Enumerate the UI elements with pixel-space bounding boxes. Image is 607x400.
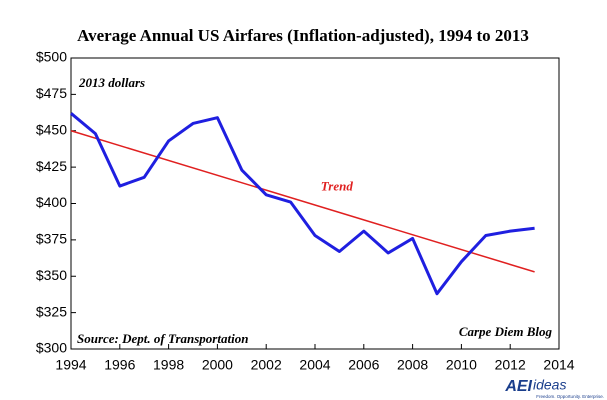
- y-tick-label: $300: [36, 340, 67, 356]
- logo-name: ideas: [533, 377, 566, 393]
- x-tick-label: 1996: [104, 357, 135, 373]
- logo-mark: AEI: [504, 378, 532, 395]
- x-tick-label: 1994: [55, 357, 86, 373]
- logo-tagline: Freedom. Opportunity. Enterprise.: [536, 394, 604, 399]
- x-tick-label: 2012: [495, 357, 526, 373]
- y-tick-label: $450: [36, 121, 67, 137]
- y-tick-label: $425: [36, 158, 67, 174]
- x-tick-label: 2002: [251, 357, 282, 373]
- y-tick-label: $325: [36, 303, 67, 319]
- y-tick-label: $350: [36, 267, 67, 283]
- annotation: Source: Dept. of Transportation: [77, 331, 248, 346]
- x-tick-label: 2004: [299, 357, 330, 373]
- x-tick-label: 2000: [202, 357, 233, 373]
- trend-label: Trend: [321, 178, 354, 193]
- x-tick-label: 2008: [397, 357, 428, 373]
- x-tick-label: 2010: [446, 357, 477, 373]
- y-tick-label: $475: [36, 85, 67, 101]
- annotation: 2013 dollars: [78, 75, 145, 90]
- chart-title: Average Annual US Airfares (Inflation-ad…: [77, 26, 529, 45]
- series-line: [70, 112, 535, 296]
- plot-frame: [70, 57, 560, 350]
- x-tick-label: 1998: [153, 357, 184, 373]
- x-tick-label: 2014: [543, 357, 574, 373]
- trend-line: [70, 130, 535, 273]
- y-tick-label: $500: [36, 49, 67, 65]
- x-tick-label: 2006: [348, 357, 379, 373]
- y-tick-label: $400: [36, 194, 67, 210]
- y-tick-label: $375: [36, 231, 67, 247]
- annotation: Carpe Diem Blog: [459, 324, 553, 339]
